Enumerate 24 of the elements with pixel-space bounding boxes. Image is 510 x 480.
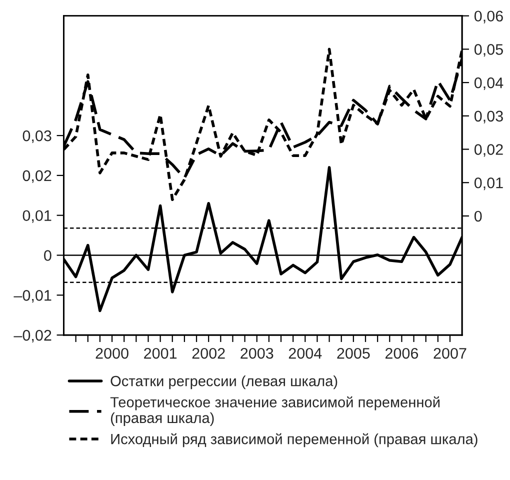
y2-tick-label: 0,03 — [474, 110, 503, 124]
legend-label: Исходный ряд зависимой переменной (правая шкала) — [111, 433, 478, 448]
y-tick-label: –0,01 — [14, 290, 52, 303]
y2-tick-label: 0 — [474, 210, 482, 222]
legend-label: Теоретическое значение зависимой переменной (правая шкала) — [110, 396, 440, 426]
x-tick-label: 2000 — [96, 348, 128, 359]
x-tick-label: 2003 — [240, 348, 274, 359]
y-tick-label: 0 — [44, 250, 52, 261]
y2-tick-label: 0,04 — [474, 77, 504, 90]
x-tick-label: 2001 — [144, 348, 177, 359]
x-tick-label: 2004 — [288, 348, 322, 359]
y2-tick-label: 0,01 — [474, 177, 503, 190]
y2-tick-label: 0,02 — [474, 144, 503, 157]
y-tick-label: 0,02 — [22, 170, 52, 183]
x-tick-label: 2006 — [385, 348, 418, 359]
x-tick-label: 2007 — [434, 348, 466, 359]
legend-label: Остатки регрессии (левая шкала) — [110, 376, 338, 390]
y-tick-label: –0,02 — [14, 330, 52, 343]
y2-tick-label: 0,06 — [474, 10, 503, 24]
y-tick-label: 0,01 — [22, 210, 52, 223]
x-tick-label: 2005 — [337, 348, 370, 359]
y-tick-label: 0,03 — [22, 130, 52, 144]
x-tick-label: 2002 — [192, 348, 225, 359]
y2-tick-label: 0,05 — [474, 44, 503, 57]
